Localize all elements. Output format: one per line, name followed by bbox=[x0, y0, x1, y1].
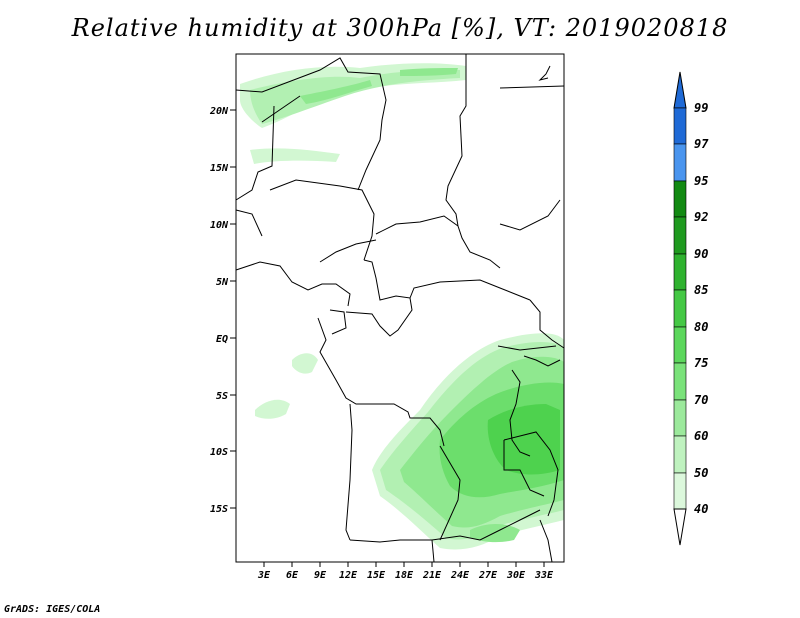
lat-tick-label: 5S bbox=[216, 391, 228, 402]
colorbar-label: 92 bbox=[694, 210, 708, 224]
colorbar-label: 99 bbox=[694, 101, 708, 115]
colorbar-label: 75 bbox=[694, 356, 708, 370]
lon-tick-label: 18E bbox=[395, 570, 414, 581]
colorbar: 99 97 95 92 90 85 80 75 70 60 50 40 bbox=[673, 71, 709, 546]
colorbar-top-arrow bbox=[673, 71, 687, 109]
colorbar-segment bbox=[673, 107, 687, 145]
lon-tick-label: 33E bbox=[534, 570, 554, 581]
chart-title: Relative humidity at 300hPa [%], VT: 201… bbox=[71, 14, 729, 42]
lon-tick-label: 12E bbox=[339, 570, 358, 581]
lat-tick-label: 10N bbox=[210, 220, 229, 231]
lat-tick-label: EQ bbox=[216, 334, 228, 345]
lon-tick-label: 9E bbox=[314, 570, 327, 581]
colorbar-segment bbox=[673, 362, 687, 401]
credit-text: GrADS: IGES/COLA bbox=[4, 604, 101, 615]
colorbar-segment bbox=[673, 472, 687, 510]
colorbar-label: 70 bbox=[694, 393, 708, 407]
colorbar-segment bbox=[673, 143, 687, 182]
lat-tick-label: 20N bbox=[209, 106, 229, 117]
colorbar-segment bbox=[673, 180, 687, 218]
lon-tick-label: 21E bbox=[422, 570, 442, 581]
lon-tick-label: 24E bbox=[450, 570, 470, 581]
lon-tick-label: 3E bbox=[257, 570, 271, 581]
lon-tick-label: 15E bbox=[367, 570, 386, 581]
lat-axis: 20N 15N 10N 5N EQ 5S 10S 15S bbox=[209, 106, 236, 515]
lat-tick-label: 5N bbox=[216, 277, 229, 288]
colorbar-segment bbox=[673, 326, 687, 364]
colorbar-segment bbox=[673, 289, 687, 328]
lon-tick-label: 27E bbox=[478, 570, 498, 581]
coastlines-borders bbox=[235, 54, 565, 563]
colorbar-segment bbox=[673, 435, 687, 474]
colorbar-label: 80 bbox=[694, 320, 708, 334]
colorbar-segment bbox=[673, 253, 687, 291]
colorbar-label: 60 bbox=[694, 429, 708, 443]
colorbar-label: 90 bbox=[694, 247, 708, 261]
lat-tick-label: 15N bbox=[210, 163, 229, 174]
colorbar-label: 97 bbox=[694, 137, 709, 151]
lat-tick-label: 15S bbox=[210, 504, 228, 515]
colorbar-segment bbox=[673, 216, 687, 255]
colorbar-label: 85 bbox=[694, 283, 708, 297]
map-border bbox=[235, 53, 565, 563]
lat-tick-label: 10S bbox=[210, 447, 228, 458]
colorbar-bottom-arrow bbox=[673, 508, 687, 546]
lon-tick-label: 6E bbox=[286, 570, 299, 581]
humidity-field bbox=[240, 63, 564, 550]
lon-tick-label: 30E bbox=[506, 570, 526, 581]
colorbar-label: 95 bbox=[694, 174, 708, 188]
colorbar-label: 40 bbox=[694, 502, 708, 516]
colorbar-label: 50 bbox=[694, 466, 708, 480]
colorbar-segment bbox=[673, 399, 687, 437]
lon-axis: 3E 6E 9E 12E 15E 18E 21E 24E 27E 30E 33E bbox=[257, 562, 554, 581]
